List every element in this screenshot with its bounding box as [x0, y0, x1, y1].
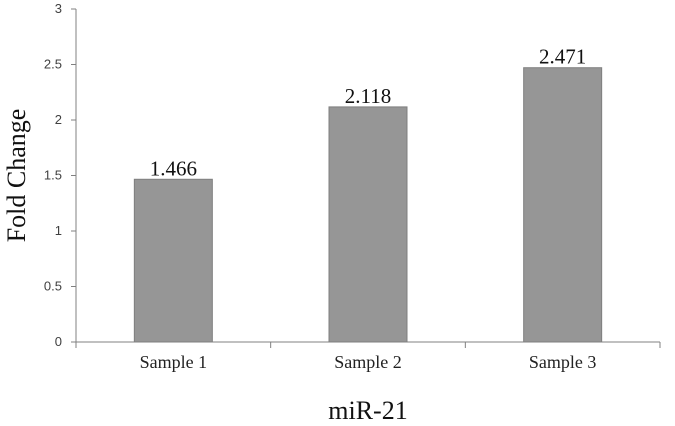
y-tick-label: 0.5	[44, 279, 62, 294]
bar	[328, 106, 408, 343]
y-tick-label: 2	[55, 112, 62, 127]
data-labels: 1.466 2.118 2.471	[150, 45, 587, 181]
y-axis-title: Fold Change	[2, 109, 31, 243]
y-tick-label: 1	[55, 223, 62, 238]
category-label: Sample 1	[140, 352, 208, 372]
x-axis	[75, 341, 661, 348]
y-tick-label: 0	[55, 334, 62, 349]
data-label: 2.471	[539, 45, 586, 69]
category-label: Sample 3	[529, 352, 597, 372]
bar	[523, 67, 603, 343]
x-axis-title: miR-21	[328, 396, 407, 425]
y-tick-label: 2.5	[44, 57, 62, 72]
y-ticks: 0 0.5 1 1.5 2 2.5 3	[44, 1, 76, 349]
category-labels: Sample 1 Sample 2 Sample 3	[140, 352, 597, 372]
data-label: 2.118	[345, 84, 391, 108]
data-label: 1.466	[150, 156, 197, 180]
category-label: Sample 2	[334, 352, 402, 372]
bar	[133, 178, 213, 343]
y-tick-label: 3	[55, 1, 62, 16]
y-tick-label: 1.5	[44, 168, 62, 183]
bars	[133, 67, 603, 343]
